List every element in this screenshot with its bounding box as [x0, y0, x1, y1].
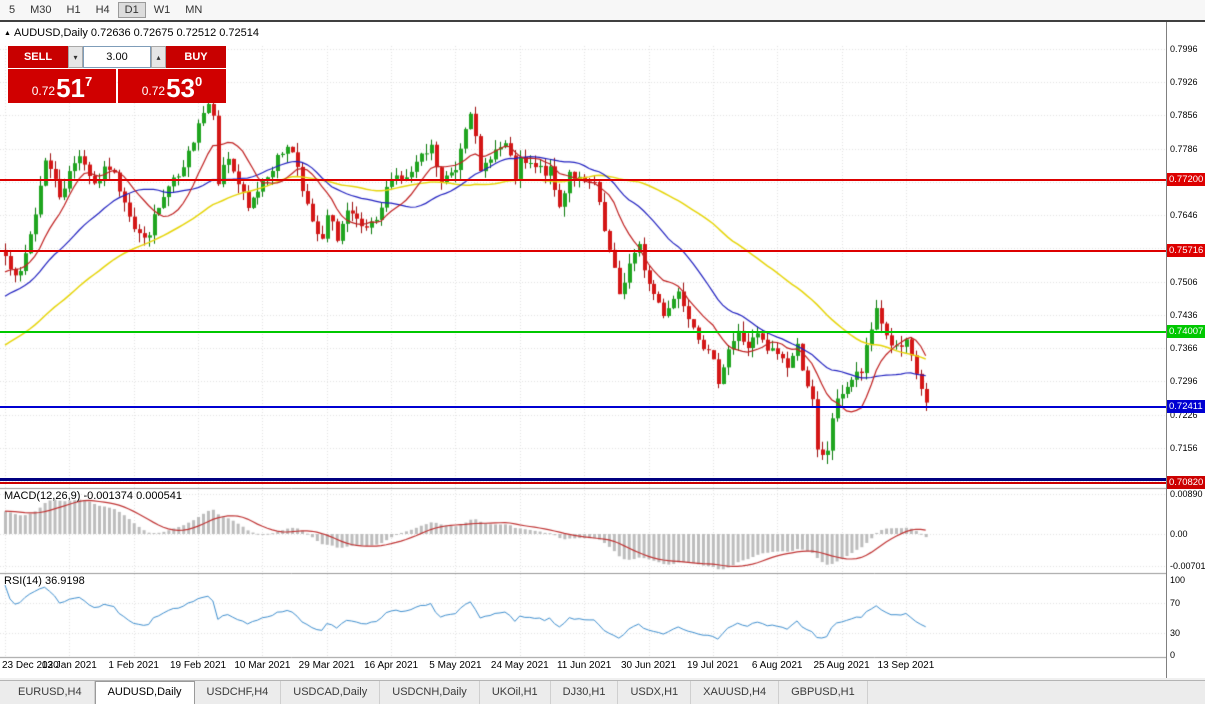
bar-low-value: 0.72512 [176, 27, 217, 39]
price-tick-0.7996: 0.7996 [1170, 44, 1198, 54]
price-tick-0.7506: 0.7506 [1170, 276, 1198, 287]
macd-tick-0.00: 0.00 [1170, 529, 1188, 539]
level-line-support-blue[interactable] [0, 406, 1166, 409]
rsi-tick-0: 0 [1170, 650, 1176, 660]
date-label-1: 13 Jan 2021 [41, 660, 97, 671]
price-tick-0.7226: 0.7226 [1170, 409, 1198, 420]
rsi-tick-70: 70 [1170, 597, 1181, 608]
date-label-6: 16 Apr 2021 [364, 660, 419, 671]
chevron-up-icon: ▴ [156, 52, 161, 62]
buy-button[interactable]: BUY [166, 46, 226, 68]
price-tick-0.7156: 0.7156 [1170, 442, 1198, 453]
chart-tab-xauusd-h4[interactable]: XAUUSD,H4 [691, 681, 780, 704]
chart-canvas[interactable] [0, 22, 1166, 678]
bar-close-value: 0.72514 [219, 27, 259, 39]
timeframe-button-w1[interactable]: W1 [153, 4, 171, 16]
sell-quote-button[interactable]: 0.72 51 7 [8, 69, 116, 103]
price-tick-0.7366: 0.7366 [1170, 343, 1198, 354]
chevron-down-icon: ▾ [73, 52, 78, 62]
date-label-0: 23 Dec 2020 [2, 660, 59, 671]
buy-price-prefix: 0.72 [141, 84, 166, 98]
time-axis: 23 Dec 2020 13 Jan 2021 1 Feb 2021 19 Feb 2… [0, 660, 1166, 676]
date-label-9: 11 Jun 2021 [556, 660, 612, 671]
chart-tab-audusd-daily[interactable]: AUDUSD,Daily [94, 681, 195, 704]
chart-tab-usdx-h1[interactable]: USDX,H1 [618, 681, 692, 704]
price-tick-0.7786: 0.7786 [1170, 143, 1198, 154]
buy-quote-button[interactable]: 0.72 53 0 [118, 69, 226, 103]
symbol-name: AUDUSD,Daily [13, 27, 88, 39]
buy-price-sup: 0 [195, 74, 203, 89]
chart-tab-ukoil-h1[interactable]: UKOil,H1 [480, 681, 551, 704]
bar-open-value: 0.72636 [90, 27, 131, 39]
chart-tab-usdcad-daily[interactable]: USDCAD,Daily [281, 681, 381, 704]
date-label-11: 19 Jul 2021 [686, 660, 739, 671]
chart-tab-usdchf-h4[interactable]: USDCHF,H4 [195, 681, 282, 704]
trade-panel-quotes: 0.72 51 7 0.72 53 0 [8, 69, 226, 103]
price-badge-resistance-2: 0.75716 [1167, 243, 1205, 257]
timeframe-button-mn[interactable]: MN [185, 4, 203, 16]
level-line-pivot-green[interactable] [0, 330, 1166, 333]
timeframe-button-h4[interactable]: H4 [95, 4, 110, 16]
price-tick-0.7436: 0.7436 [1170, 309, 1198, 320]
chart-tab-bar: EURUSD,H4 AUDUSD,Daily USDCHF,H4 USDCAD,Dai… [0, 680, 1205, 704]
chart-tab-eurusd-h4[interactable]: EURUSD,H4 [6, 681, 95, 704]
chart-plot: ▲ AUDUSD,Daily 0.72636 0.72675 0.72512 0.7251… [0, 22, 1166, 678]
timeframe-button-h1[interactable]: H1 [66, 4, 81, 16]
price-axis: 0.79960.79260.78560.77860.77160.76460.75… [1166, 22, 1205, 678]
date-label-5: 29 Mar 2021 [298, 660, 355, 671]
chart-tab-gbpusd-h1[interactable]: GBPUSD,H1 [779, 681, 868, 704]
date-label-8: 24 May 2021 [490, 660, 549, 671]
date-label-2: 1 Feb 2021 [108, 660, 159, 671]
macd-indicator-label: MACD(12,26,9) -0.001374 0.000541 [4, 490, 182, 502]
level-line-resistance-1[interactable] [0, 179, 1166, 182]
date-label-3: 19 Feb 2021 [169, 660, 227, 671]
sell-button[interactable]: SELL [8, 46, 68, 68]
date-label-4: 10 Mar 2021 [234, 660, 291, 671]
rsi-indicator-label: RSI(14) 36.9198 [4, 575, 85, 587]
level-line-resistance-2[interactable] [0, 249, 1166, 252]
bar-high-value: 0.72675 [133, 27, 174, 39]
level-line-support-red[interactable] [0, 482, 1166, 485]
chart-tab-usdcnh-daily[interactable]: USDCNH,Daily [380, 681, 480, 704]
rsi-tick-100: 100 [1170, 575, 1186, 585]
price-tick-0.7646: 0.7646 [1170, 210, 1198, 221]
date-label-7: 5 May 2021 [429, 660, 482, 671]
timeframe-button-d1[interactable]: D1 [117, 2, 146, 18]
timeframe-button-5[interactable]: 5 [9, 4, 16, 16]
timeframe-button-m30[interactable]: M30 [30, 4, 52, 16]
macd-tick--0.00701: -0.00701 [1170, 560, 1205, 571]
date-label-12: 6 Aug 2021 [751, 660, 803, 671]
chart-tab-dj30-h1[interactable]: DJ30,H1 [551, 681, 619, 704]
date-label-14: 13 Sep 2021 [877, 660, 935, 671]
buy-price-big: 53 [166, 73, 196, 103]
sell-price-big: 51 [56, 73, 86, 103]
rsi-tick-30: 30 [1170, 627, 1181, 638]
price-badge-support-blue: 0.72411 [1167, 400, 1205, 414]
volume-input[interactable]: 3.00 [83, 46, 151, 68]
timeframe-toolbar: 5 M30 H1 H4 D1 W1 MN [0, 0, 1205, 20]
trade-panel-controls: SELL ▾ 3.00 ▴ BUY [8, 46, 226, 68]
price-badge-pivot-green: 0.74007 [1167, 324, 1205, 338]
price-badge-support-red: 0.70820 [1167, 476, 1205, 490]
price-badge-resistance-1: 0.77200 [1167, 173, 1205, 187]
price-tick-0.7296: 0.7296 [1170, 376, 1198, 387]
level-line-support-navy[interactable] [0, 477, 1166, 481]
one-click-trade-panel: SELL ▾ 3.00 ▴ BUY 0.72 51 7 0.72 53 0 [8, 46, 226, 103]
price-tick-0.7926: 0.7926 [1170, 77, 1198, 88]
date-label-13: 25 Aug 2021 [813, 660, 870, 671]
volume-increase-button[interactable]: ▴ [151, 46, 166, 68]
sell-price-sup: 7 [85, 74, 93, 89]
chart-window: ▲ AUDUSD,Daily 0.72636 0.72675 0.72512 0.7251… [0, 20, 1205, 678]
macd-tick-0.00890: 0.00890 [1170, 488, 1203, 499]
chart-marker-icon: ▲ [4, 30, 11, 37]
date-label-10: 30 Jun 2021 [620, 660, 677, 671]
sell-price-prefix: 0.72 [31, 84, 56, 98]
volume-decrease-button[interactable]: ▾ [68, 46, 83, 68]
price-tick-0.7856: 0.7856 [1170, 110, 1198, 121]
chart-symbol-header: ▲ AUDUSD,Daily 0.72636 0.72675 0.72512 0.7251… [4, 27, 262, 39]
